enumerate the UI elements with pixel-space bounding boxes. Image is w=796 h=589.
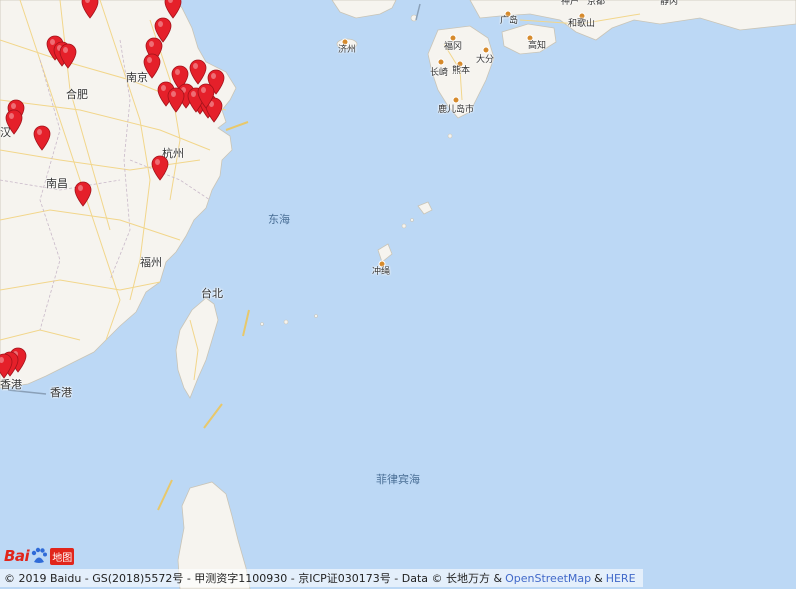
logo-text-ditu: 地图 bbox=[50, 547, 75, 565]
baidu-logo[interactable]: Bai 地图 bbox=[4, 546, 75, 566]
map-marker-icon[interactable] bbox=[0, 353, 13, 379]
label-oita: 大分 bbox=[476, 55, 495, 65]
land-kyushu bbox=[427, 25, 495, 119]
land-amami bbox=[417, 201, 433, 215]
label-nagasaki: 长崎 bbox=[430, 68, 449, 78]
map-marker-icon[interactable] bbox=[81, 0, 99, 19]
map-marker-icon[interactable] bbox=[167, 87, 185, 113]
label-okinawa: 冲绳 bbox=[372, 267, 391, 277]
map-marker-icon[interactable] bbox=[197, 83, 215, 109]
map-marker-icon[interactable] bbox=[33, 125, 51, 151]
baidu-paw-icon bbox=[32, 547, 48, 563]
copyright-amp: & bbox=[594, 571, 603, 585]
here-link[interactable]: HERE bbox=[605, 571, 636, 585]
map-marker-icon[interactable] bbox=[164, 0, 182, 19]
map-marker-icon[interactable] bbox=[189, 59, 207, 85]
copyright-text: © 2019 Baidu - GS(2018)5572号 - 甲测资字11009… bbox=[4, 572, 503, 585]
map-marker-icon[interactable] bbox=[154, 17, 172, 43]
province-borders bbox=[0, 39, 211, 331]
map-marker-icon[interactable] bbox=[151, 155, 169, 181]
map-marker-icon[interactable] bbox=[5, 109, 23, 135]
map-marker-icon[interactable] bbox=[74, 181, 92, 207]
land-okinawa bbox=[377, 243, 393, 263]
label-wakayama: 和歌山 bbox=[568, 19, 596, 29]
label-wuhan: 汉 bbox=[0, 126, 11, 139]
label-nanjing: 南京 bbox=[126, 71, 148, 84]
label-philippine-sea: 菲律宾海 bbox=[376, 473, 420, 486]
copyright-bar: © 2019 Baidu - GS(2018)5572号 - 甲测资字11009… bbox=[0, 569, 643, 587]
land-korea bbox=[331, 0, 397, 19]
openstreetmap-link[interactable]: OpenStreetMap bbox=[505, 571, 592, 585]
city-dots bbox=[341, 10, 586, 268]
label-kobe: 神户 bbox=[561, 0, 580, 7]
label-hiroshima: 广岛 bbox=[500, 16, 519, 26]
map-marker-icon[interactable] bbox=[59, 43, 77, 69]
label-shizuoka: 静冈 bbox=[660, 0, 679, 7]
label-fukuoka: 福冈 bbox=[444, 42, 463, 52]
logo-text-bai: Bai bbox=[4, 547, 30, 565]
label-fuzhou: 福州 bbox=[140, 256, 162, 269]
label-hangzhou: 杭州 bbox=[162, 147, 184, 160]
label-hefei: 合肥 bbox=[66, 88, 88, 101]
label-jeju: 济州 bbox=[338, 45, 357, 55]
label-xianggang: 香港 bbox=[0, 378, 22, 391]
label-kyoto: 京都 bbox=[587, 0, 606, 7]
label-xianggang-2: 香港 bbox=[50, 386, 72, 399]
label-taibei: 台北 bbox=[201, 287, 223, 300]
label-kagoshima: 鹿儿岛市 bbox=[438, 105, 475, 115]
label-kochi: 高知 bbox=[528, 41, 547, 51]
dashed-boundaries bbox=[157, 121, 250, 511]
label-nanchang: 南昌 bbox=[46, 177, 68, 190]
label-east-china-sea: 东海 bbox=[268, 213, 290, 226]
label-kumamoto: 熊本 bbox=[452, 66, 471, 76]
map-marker-icon[interactable] bbox=[143, 53, 161, 79]
